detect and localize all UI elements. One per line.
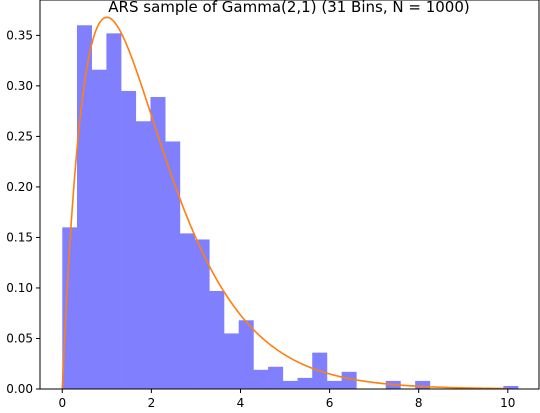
histogram-bar xyxy=(106,33,122,389)
histogram-bar xyxy=(297,377,313,389)
histogram-bar xyxy=(91,69,107,389)
histogram-bar xyxy=(179,233,195,389)
y-tick-label: 0.30 xyxy=(6,79,33,93)
x-axis: 0 2 4 6 8 10 xyxy=(58,389,515,410)
histogram-bar xyxy=(238,320,254,389)
histogram-bar xyxy=(194,239,210,389)
x-tick-label: 4 xyxy=(237,396,245,410)
plot-frame xyxy=(39,0,540,390)
y-tick-label: 0.15 xyxy=(6,230,33,244)
histogram-bar xyxy=(62,227,78,389)
y-tick-label: 0.25 xyxy=(6,129,33,143)
y-axis: 0.00 0.05 0.10 0.15 0.20 0.25 0.30 0.35 xyxy=(6,28,40,396)
chart-title: ARS sample of Gamma(2,1) (31 Bins, N = 1… xyxy=(108,0,469,16)
y-tick-label: 0.10 xyxy=(6,281,33,295)
x-tick-label: 10 xyxy=(500,396,515,410)
y-tick-label: 0.05 xyxy=(6,331,33,345)
x-tick-label: 8 xyxy=(415,396,423,410)
histogram-bar xyxy=(503,385,519,389)
histogram-bar xyxy=(268,366,284,389)
histogram-bar xyxy=(282,380,298,389)
histogram-bar xyxy=(224,333,240,389)
histogram-bar xyxy=(165,141,181,389)
histogram-bar xyxy=(415,380,431,389)
histogram-bar xyxy=(341,371,357,389)
gamma-pdf-curve xyxy=(61,16,508,390)
histogram-bar xyxy=(135,121,151,389)
histogram-bar xyxy=(209,290,225,389)
x-tick-label: 6 xyxy=(326,396,334,410)
x-tick-label: 2 xyxy=(148,396,156,410)
y-tick-label: 0.35 xyxy=(6,28,33,42)
y-tick-label: 0.00 xyxy=(6,382,33,396)
histogram-bar xyxy=(253,369,269,389)
y-tick-label: 0.20 xyxy=(6,180,33,194)
histogram-bars xyxy=(62,25,519,390)
histogram-bar xyxy=(121,90,137,390)
histogram-bar xyxy=(326,380,342,389)
histogram-bar xyxy=(150,96,166,389)
x-tick-label: 0 xyxy=(58,396,66,410)
